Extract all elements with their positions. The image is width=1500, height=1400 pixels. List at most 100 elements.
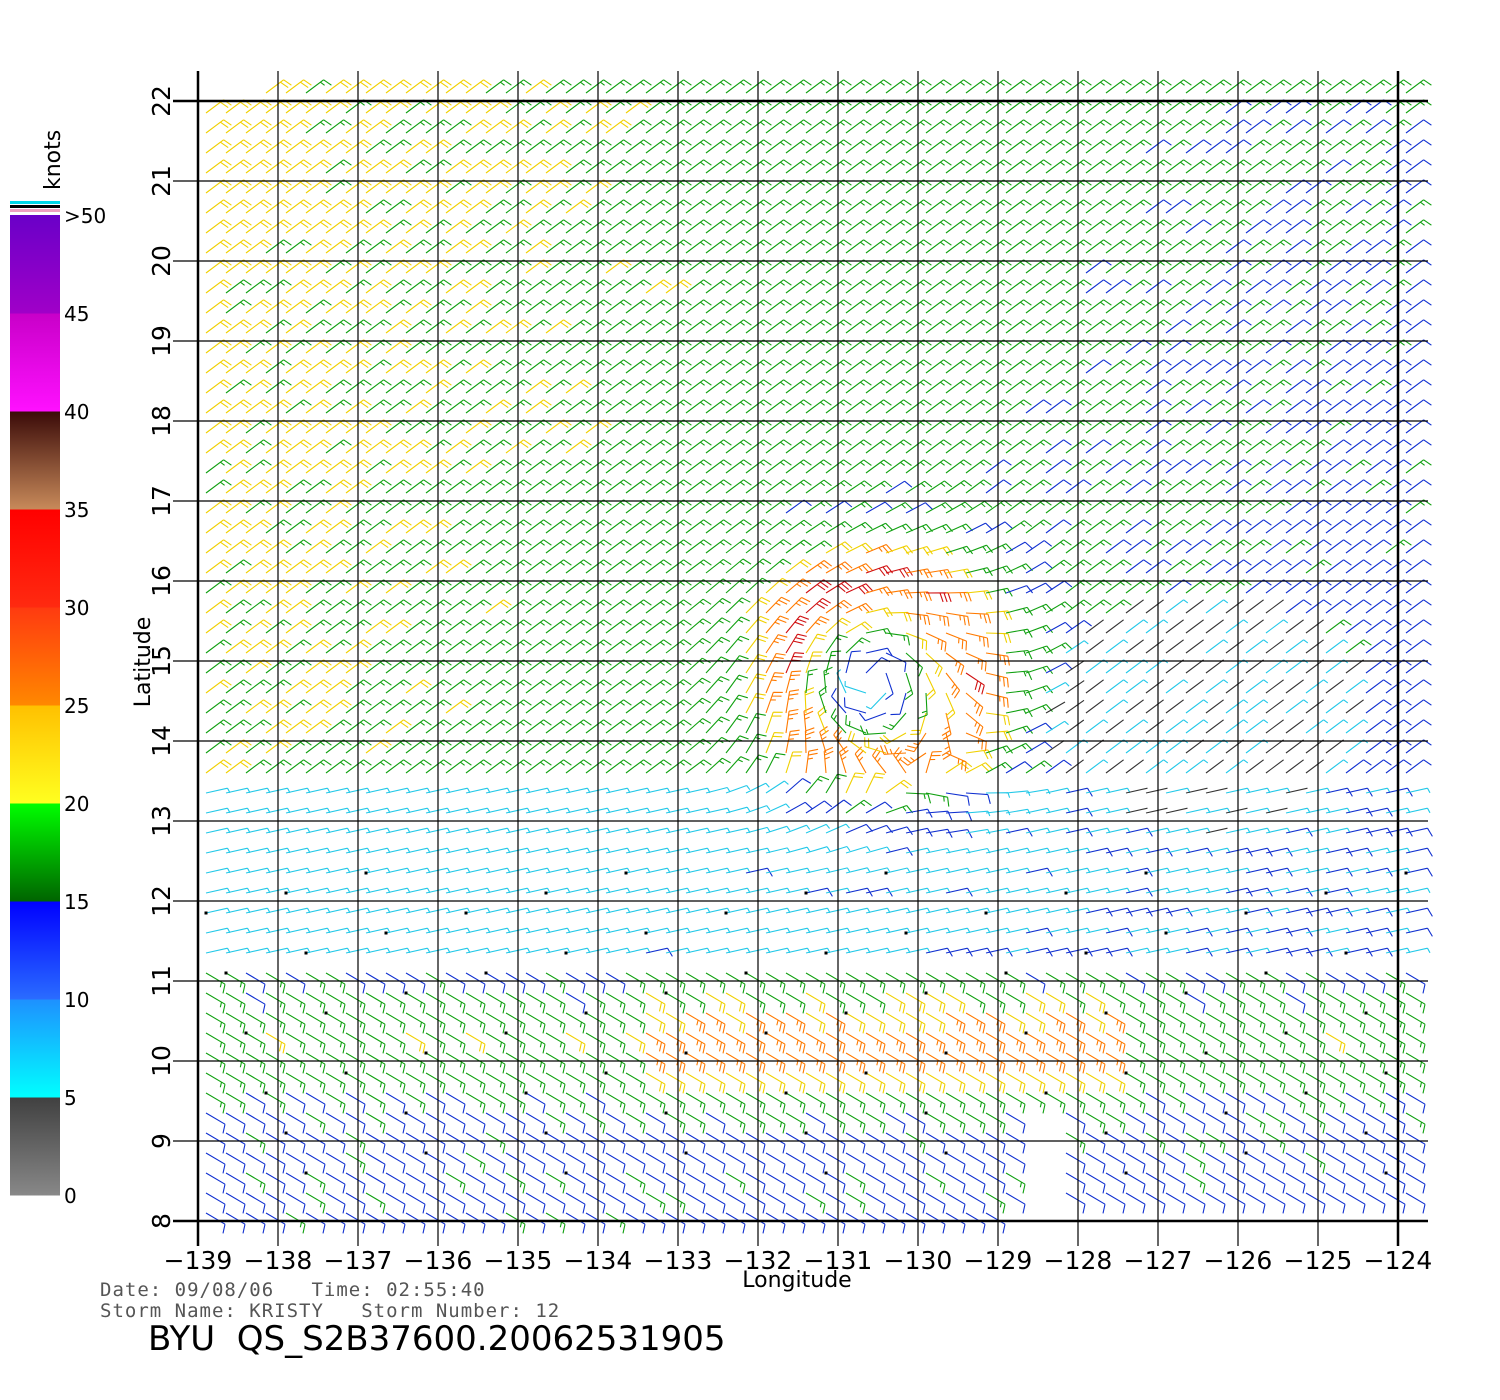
barb-path <box>1085 519 1112 534</box>
wind-barb <box>1365 887 1391 894</box>
wind-barb <box>1225 807 1248 814</box>
barb-path <box>365 972 386 994</box>
wind-barb <box>1205 499 1232 514</box>
barb-path <box>505 479 532 494</box>
barb-path <box>765 1012 786 1034</box>
wind-barb <box>1365 419 1392 434</box>
wind-barb <box>305 927 331 934</box>
barb-path <box>1225 807 1248 814</box>
wind-barb <box>365 847 391 854</box>
wind-barb <box>1285 579 1312 594</box>
barb-path <box>1085 827 1111 834</box>
wind-barb <box>1245 619 1264 634</box>
wind-barb <box>1345 1052 1366 1074</box>
barb-path <box>385 519 412 534</box>
barb-path <box>405 887 431 894</box>
wind-barb <box>305 807 331 814</box>
wind-barb <box>605 719 632 734</box>
barb-path <box>345 1052 366 1074</box>
barb-path <box>205 1132 226 1154</box>
barb-path <box>225 787 251 794</box>
barb-path <box>465 1212 486 1234</box>
wind-barb <box>925 439 952 454</box>
barb-path <box>825 1212 846 1234</box>
wind-barb <box>225 1192 246 1214</box>
barb-path <box>1005 1072 1026 1094</box>
barb-path <box>665 659 692 674</box>
barb-path <box>265 519 292 534</box>
barb-path <box>1385 1172 1406 1194</box>
barb-path <box>205 1052 226 1074</box>
wind-barb <box>1285 1072 1306 1094</box>
wind-barb <box>1145 759 1169 774</box>
wind-barb <box>465 559 492 574</box>
barb-path <box>1085 1192 1106 1214</box>
barb-path <box>825 399 852 414</box>
wind-barb <box>865 846 891 854</box>
wind-barb <box>905 1212 926 1234</box>
wind-barb <box>825 521 853 534</box>
barb-path <box>485 847 511 854</box>
wind-barb <box>385 972 406 994</box>
barb-path <box>865 1212 886 1234</box>
wind-barb <box>765 947 791 954</box>
wind-barb <box>405 459 432 474</box>
barb-path <box>625 1032 646 1054</box>
barb-path <box>845 419 872 434</box>
wind-barb <box>1325 539 1352 554</box>
wind-barb <box>685 759 712 774</box>
wind-barb <box>925 1172 946 1194</box>
barb-path <box>845 927 871 934</box>
barb-path <box>945 1112 966 1134</box>
barb-path <box>1285 579 1312 594</box>
barb-path <box>965 992 986 1014</box>
barb-path <box>425 479 452 494</box>
barb-path <box>425 399 452 414</box>
barb-path <box>805 540 833 554</box>
barb-path <box>445 887 471 894</box>
barb-path <box>285 479 312 494</box>
wind-barb <box>685 399 712 414</box>
wind-barb <box>645 499 672 514</box>
barb-path <box>885 672 894 701</box>
barb-path <box>1205 1072 1226 1094</box>
barb-path <box>1165 887 1191 894</box>
rain-flag-marker <box>1104 1131 1108 1135</box>
barb-path <box>285 399 312 414</box>
barb-path <box>1105 787 1131 794</box>
barb-path <box>1245 479 1272 494</box>
barb-path <box>365 807 391 814</box>
barb-path <box>685 677 711 694</box>
barb-path <box>1305 739 1324 754</box>
barb-path <box>945 419 972 434</box>
wind-barb <box>885 779 912 794</box>
barb-path <box>1165 1032 1186 1054</box>
wind-barb <box>1365 459 1392 474</box>
barb-path <box>225 539 252 554</box>
wind-barb <box>465 1112 486 1134</box>
wind-barb <box>865 565 894 577</box>
wind-barb <box>545 807 571 814</box>
barb-path <box>565 659 592 674</box>
wind-barb <box>465 399 492 414</box>
wind-barb <box>825 823 850 834</box>
barb-path <box>525 972 546 994</box>
barb-path <box>765 803 790 814</box>
wind-barb <box>925 750 942 774</box>
barb-path <box>1245 1172 1266 1194</box>
barb-path <box>1205 499 1232 514</box>
barb-path <box>505 419 532 434</box>
barb-path <box>285 847 311 854</box>
wind-barb <box>1125 1012 1146 1034</box>
wind-barb <box>1025 847 1051 854</box>
barb-path <box>265 699 292 714</box>
wind-barb <box>685 927 711 934</box>
wind-barb <box>545 927 571 934</box>
wind-barb <box>1285 519 1312 534</box>
barb-path <box>245 419 272 434</box>
barb-path <box>1145 719 1164 734</box>
barb-path <box>845 772 865 794</box>
wind-barb <box>1325 439 1352 454</box>
wind-barb <box>1305 1172 1326 1194</box>
barb-path <box>565 579 592 594</box>
